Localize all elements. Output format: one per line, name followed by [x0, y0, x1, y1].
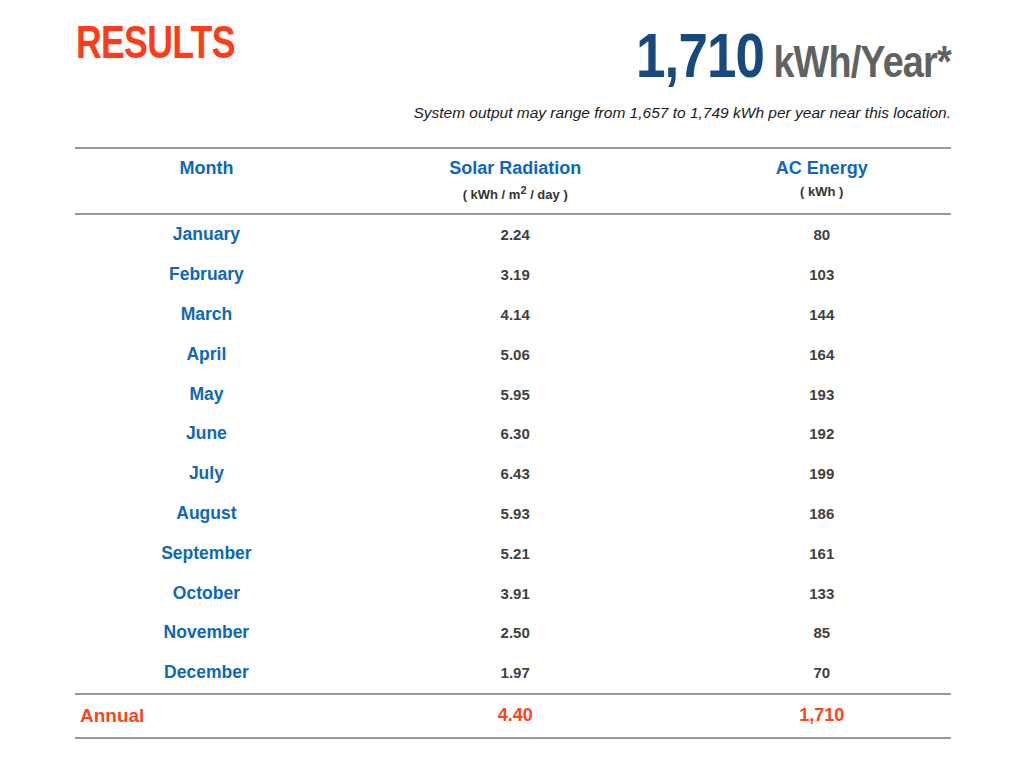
column-header-ac-unit: ( kWh ) [693, 184, 951, 199]
table-row: February 3.19 103 [75, 255, 951, 295]
table-row: June 6.30 192 [75, 414, 951, 454]
table-row: April 5.06 164 [75, 334, 951, 374]
ac-energy-cell: 85 [693, 624, 951, 641]
solar-radiation-cell: 1.97 [338, 664, 693, 681]
solar-radiation-cell: 6.43 [338, 465, 693, 482]
month-cell: December [75, 662, 338, 683]
solar-radiation-cell: 2.50 [338, 624, 693, 641]
solar-radiation-cell: 4.14 [338, 306, 693, 323]
table-row: August 5.93 186 [75, 494, 951, 534]
month-cell: November [75, 622, 338, 643]
ac-energy-cell: 70 [693, 664, 951, 681]
month-cell: February [75, 264, 338, 285]
ac-energy-cell: 186 [693, 505, 951, 522]
ac-energy-cell: 164 [693, 346, 951, 363]
solar-radiation-cell: 5.93 [338, 505, 693, 522]
ac-energy-cell: 133 [693, 585, 951, 602]
month-cell: January [75, 224, 338, 245]
annual-output-value: 1,710 [636, 24, 764, 87]
table-body: January 2.24 80 February 3.19 103 March … [75, 215, 951, 693]
table-row: January 2.24 80 [75, 215, 951, 255]
month-cell: June [75, 423, 338, 444]
solar-radiation-cell: 3.19 [338, 266, 693, 283]
table-row: July 6.43 199 [75, 454, 951, 494]
table-row: November 2.50 85 [75, 613, 951, 653]
solar-radiation-cell: 2.24 [338, 226, 693, 243]
solar-unit-prefix: ( kWh / m [463, 187, 521, 202]
ac-energy-cell: 193 [693, 386, 951, 403]
column-header-month-label: Month [75, 158, 338, 180]
ac-energy-cell: 103 [693, 266, 951, 283]
month-cell: October [75, 583, 338, 604]
table-row: September 5.21 161 [75, 533, 951, 573]
month-cell: April [75, 344, 338, 365]
annual-output-headline: 1,710 kWh/Year* [636, 24, 951, 87]
column-header-ac-energy: AC Energy ( kWh ) [693, 149, 951, 213]
month-cell: September [75, 543, 338, 564]
solar-radiation-cell: 5.21 [338, 545, 693, 562]
month-cell: May [75, 384, 338, 405]
month-cell: March [75, 304, 338, 325]
ac-energy-cell: 144 [693, 306, 951, 323]
month-cell: August [75, 503, 338, 524]
table-row: December 1.97 70 [75, 653, 951, 693]
ac-energy-cell: 192 [693, 425, 951, 442]
annual-totals-row: Annual 4.40 1,710 [75, 693, 951, 739]
page-title: RESULTS [76, 18, 235, 65]
ac-energy-cell: 199 [693, 465, 951, 482]
annual-ac-energy-value: 1,710 [693, 705, 951, 726]
column-header-solar-label: Solar Radiation [338, 158, 693, 180]
annual-row-label: Annual [75, 705, 338, 727]
table-row: May 5.95 193 [75, 374, 951, 414]
annual-output-unit: kWh/Year* [774, 39, 951, 84]
table-row: October 3.91 133 [75, 573, 951, 613]
solar-radiation-cell: 5.95 [338, 386, 693, 403]
solar-radiation-cell: 6.30 [338, 425, 693, 442]
output-range-note: System output may range from 1,657 to 1,… [413, 104, 951, 122]
monthly-results-table: Month Solar Radiation ( kWh / m2 / day )… [75, 147, 951, 739]
column-header-month: Month [75, 149, 338, 213]
month-cell: July [75, 463, 338, 484]
ac-energy-cell: 161 [693, 545, 951, 562]
solar-radiation-cell: 3.91 [338, 585, 693, 602]
annual-solar-radiation-value: 4.40 [338, 705, 693, 726]
table-header-row: Month Solar Radiation ( kWh / m2 / day )… [75, 147, 951, 215]
column-header-ac-label: AC Energy [693, 158, 951, 180]
ac-energy-cell: 80 [693, 226, 951, 243]
solar-radiation-cell: 5.06 [338, 346, 693, 363]
column-header-solar-radiation: Solar Radiation ( kWh / m2 / day ) [338, 149, 693, 213]
solar-unit-suffix: / day ) [527, 187, 568, 202]
column-header-solar-unit: ( kWh / m2 / day ) [338, 184, 693, 202]
table-row: March 4.14 144 [75, 295, 951, 335]
